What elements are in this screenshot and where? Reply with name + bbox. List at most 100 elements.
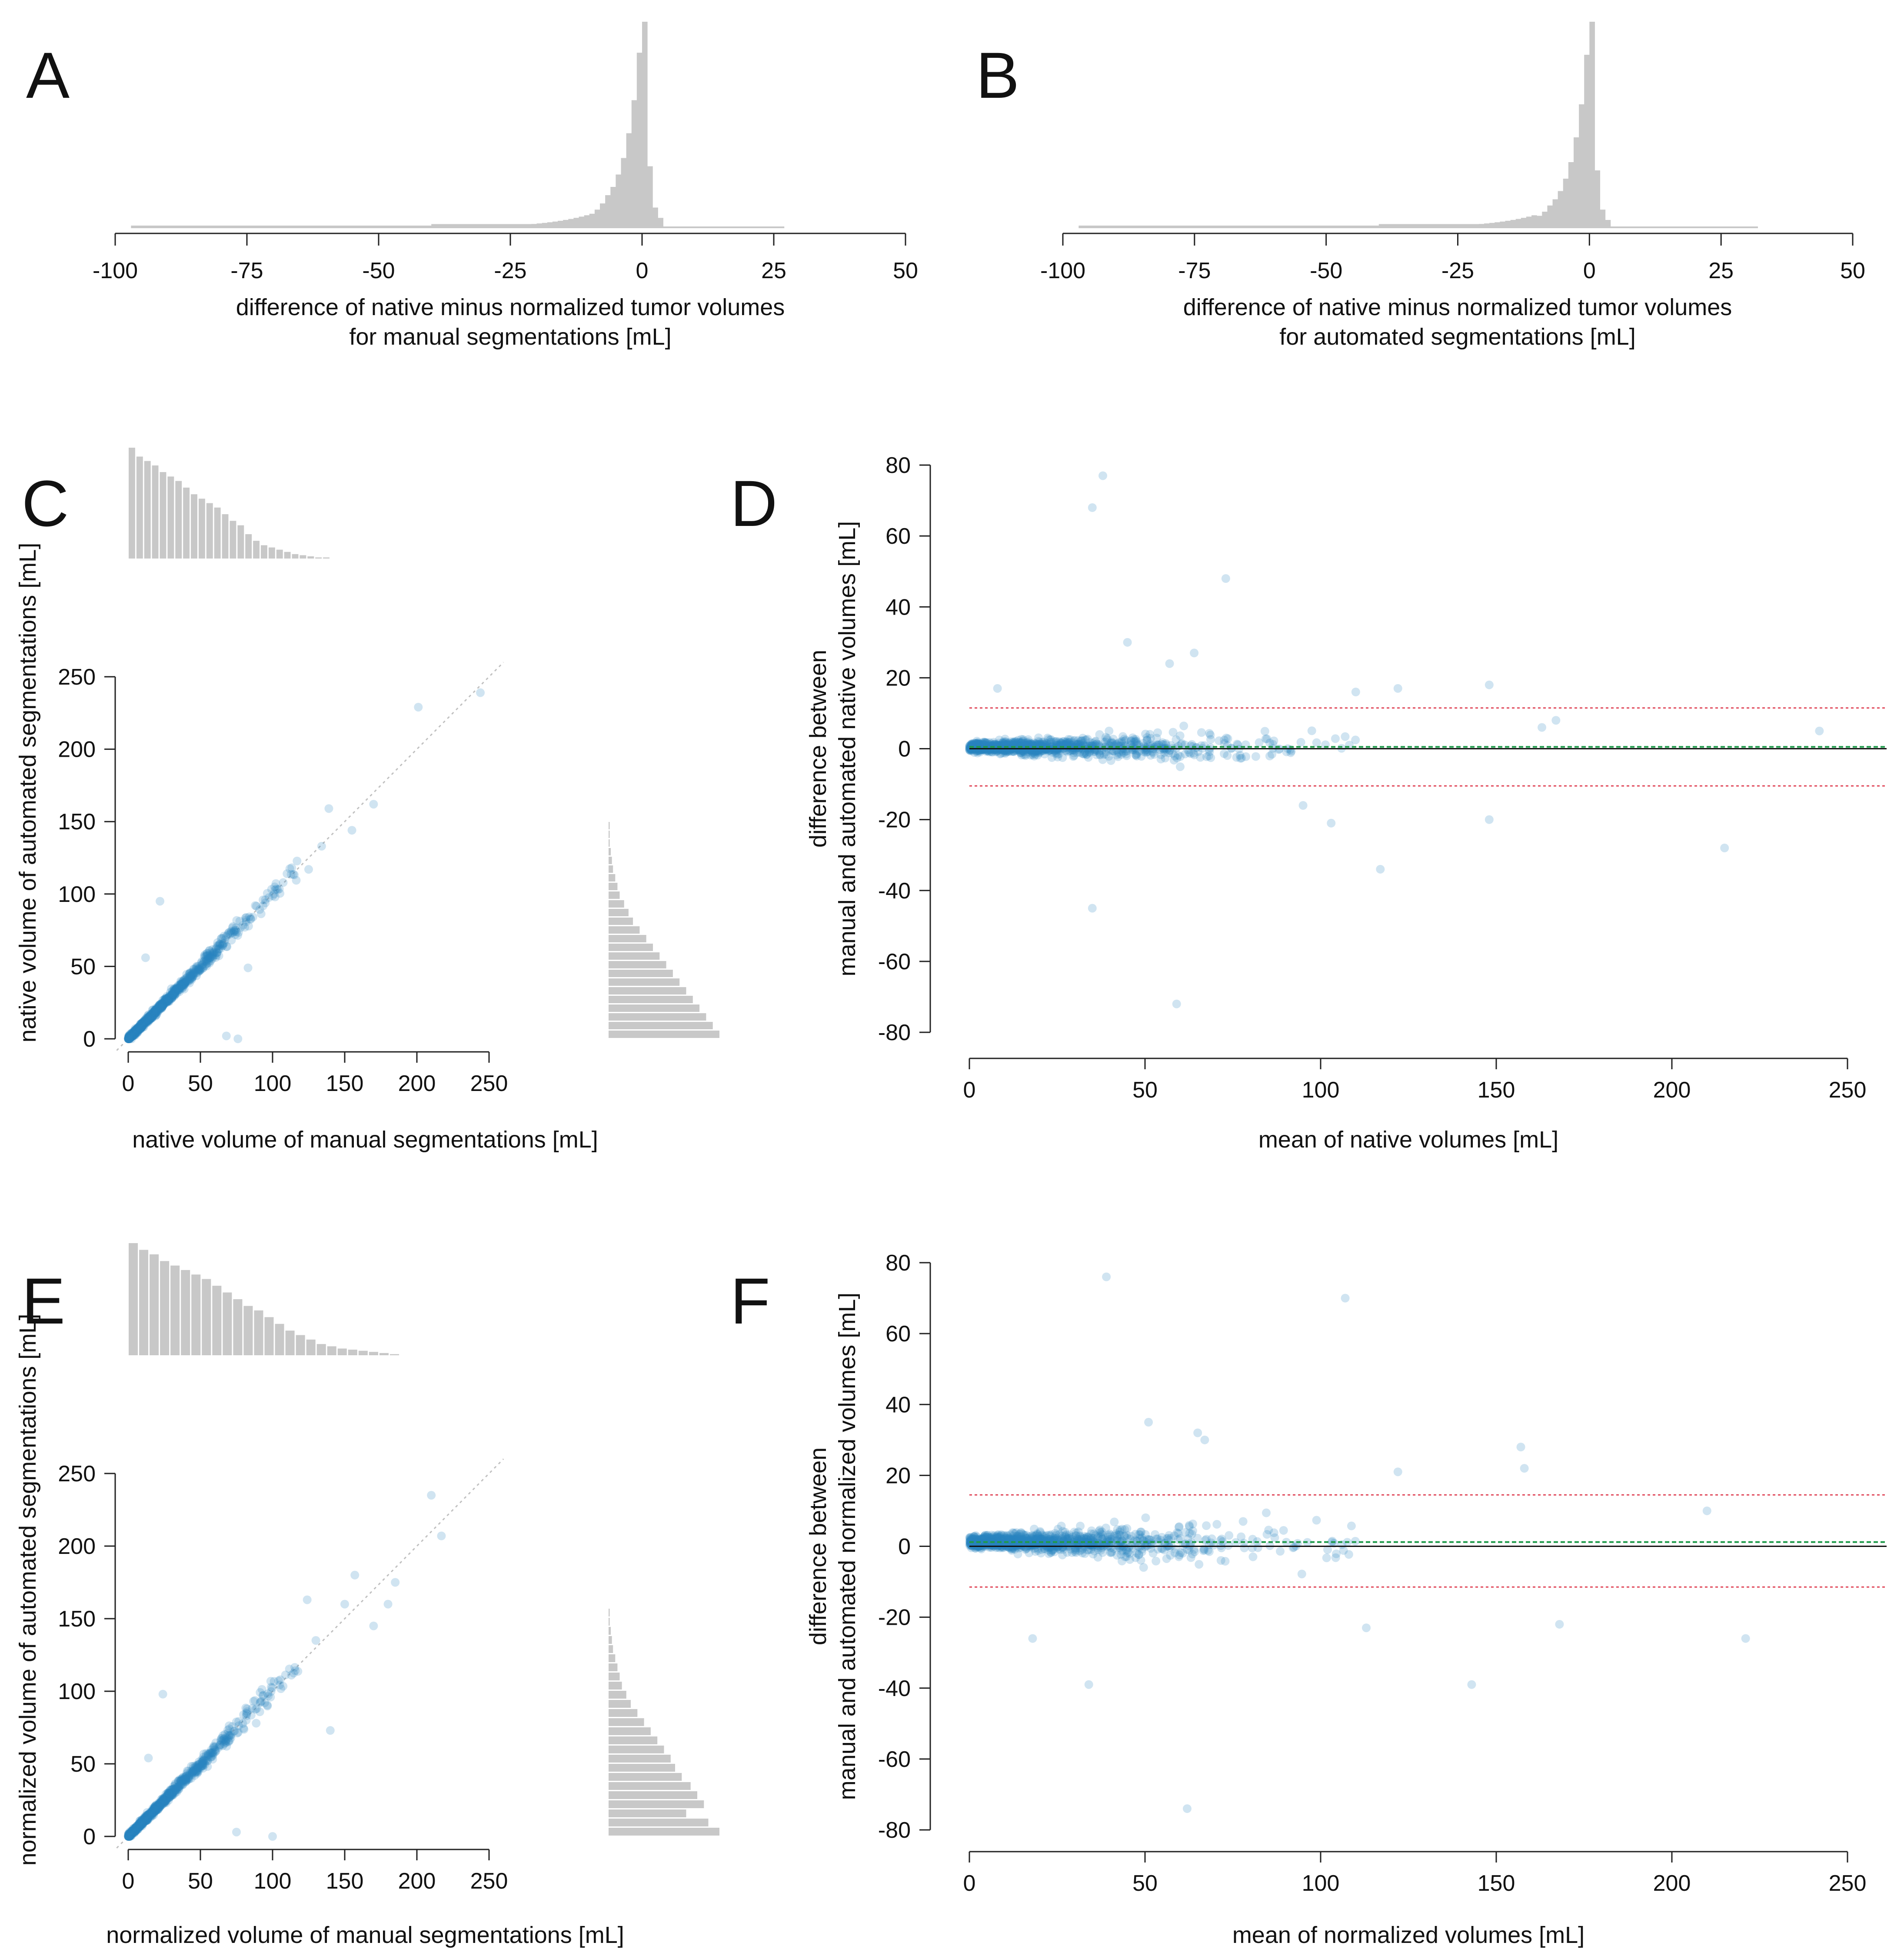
scatter-point [292,876,301,885]
scatter-point [1115,738,1124,747]
scatter-point [125,1032,134,1041]
scatter-point [141,1018,150,1028]
scatter-point [281,1670,290,1680]
scatter-point [168,992,177,1001]
scatter-point [1202,752,1211,762]
scatter-point [132,1025,141,1034]
scatter-point [1088,904,1097,913]
scatter-point [169,991,178,1000]
scatter-point [151,1006,160,1015]
scatter-point [223,930,232,939]
scatter-point [131,1025,140,1034]
scatter-point [170,987,179,996]
scatter-point [163,994,173,1004]
scatter-point [168,990,177,999]
x-tick-label: 50 [1840,258,1865,283]
scatter-point [178,983,187,992]
scatter-point [140,1017,149,1026]
scatter-point [1467,1680,1476,1689]
scatter-point [170,991,179,1000]
scatter-point [1221,1557,1230,1566]
scatter-point [125,1033,134,1042]
marginal-bar-x [276,549,283,559]
scatter-point [1024,739,1033,748]
scatter-point [133,1028,142,1037]
marginal-bar-y [609,987,686,994]
scatter-point [173,984,183,993]
scatter-point [187,970,196,979]
scatter-point [128,1028,137,1037]
scatter-point [129,1028,138,1038]
scatter-point [161,995,170,1004]
scatter-point [241,913,250,922]
scatter-point [1069,736,1078,745]
scatter-point [1038,739,1047,748]
scatter-point [151,1007,160,1016]
scatter-point [141,1018,150,1028]
scatter-point [261,898,270,908]
scatter-point [163,997,172,1006]
scatter-point [130,1029,140,1038]
scatter-point [139,1019,148,1028]
scatter-point [188,969,197,978]
scatter-point [179,980,188,989]
scatter-point [1072,743,1081,752]
scatter-point [1142,733,1152,742]
scatter-point [227,935,236,945]
scatter-point [145,1013,154,1022]
scatter-point [1080,749,1089,758]
scatter-point [244,921,253,931]
scatter-point [163,994,172,1003]
scatter-point [150,1008,159,1018]
scatter-point [186,971,195,981]
marginal-bar-x [129,1243,138,1355]
scatter-point [164,994,173,1003]
identity-line [116,662,504,1051]
scatter-point [1055,737,1064,746]
y-tick-label: 50 [70,954,96,979]
scatter-point [166,994,176,1003]
marginal-bar-x [237,525,244,559]
scatter-point [143,1016,152,1025]
marginal-bar-y [609,848,611,855]
scatter-point [235,917,244,926]
scatter-point [149,1008,158,1017]
scatter-point [1195,1560,1204,1569]
scatter-point [129,1030,138,1039]
histogram-bar [658,218,663,228]
scatter-point [143,1013,152,1022]
scatter-point [150,1008,159,1017]
y-tick-label: 250 [58,665,96,690]
scatter-point [145,1014,154,1023]
scatter-point [1215,736,1224,745]
scatter-point [304,865,313,874]
scatter-point [126,1032,136,1041]
scatter-point [1084,741,1093,750]
marginal-bar-x [183,487,190,559]
scatter-point [1119,748,1128,757]
scatter-point [303,1595,312,1604]
scatter-point [144,1010,153,1019]
scatter-point [218,941,227,950]
scatter-point [985,743,994,752]
scatter-point [206,953,215,962]
scatter-point [168,990,177,999]
histogram-bar [647,166,653,228]
scatter-point [187,974,196,983]
scatter-point [224,1736,233,1746]
scatter-point [340,1600,349,1609]
scatter-point [128,1031,137,1041]
scatter-point [133,1024,142,1033]
scatter-point [149,1009,158,1018]
scatter-point [146,1011,156,1020]
y-axis-label: difference between [805,1447,831,1645]
histogram-bar-minor [1510,220,1516,228]
scatter-point [162,995,171,1004]
scatter-point [1078,734,1087,743]
y-tick-label: 250 [58,1461,96,1487]
marginal-bar-x [202,1279,211,1355]
histogram-bar [1568,162,1574,228]
marginal-bar-y [609,1663,618,1671]
scatter-point [155,1001,164,1011]
